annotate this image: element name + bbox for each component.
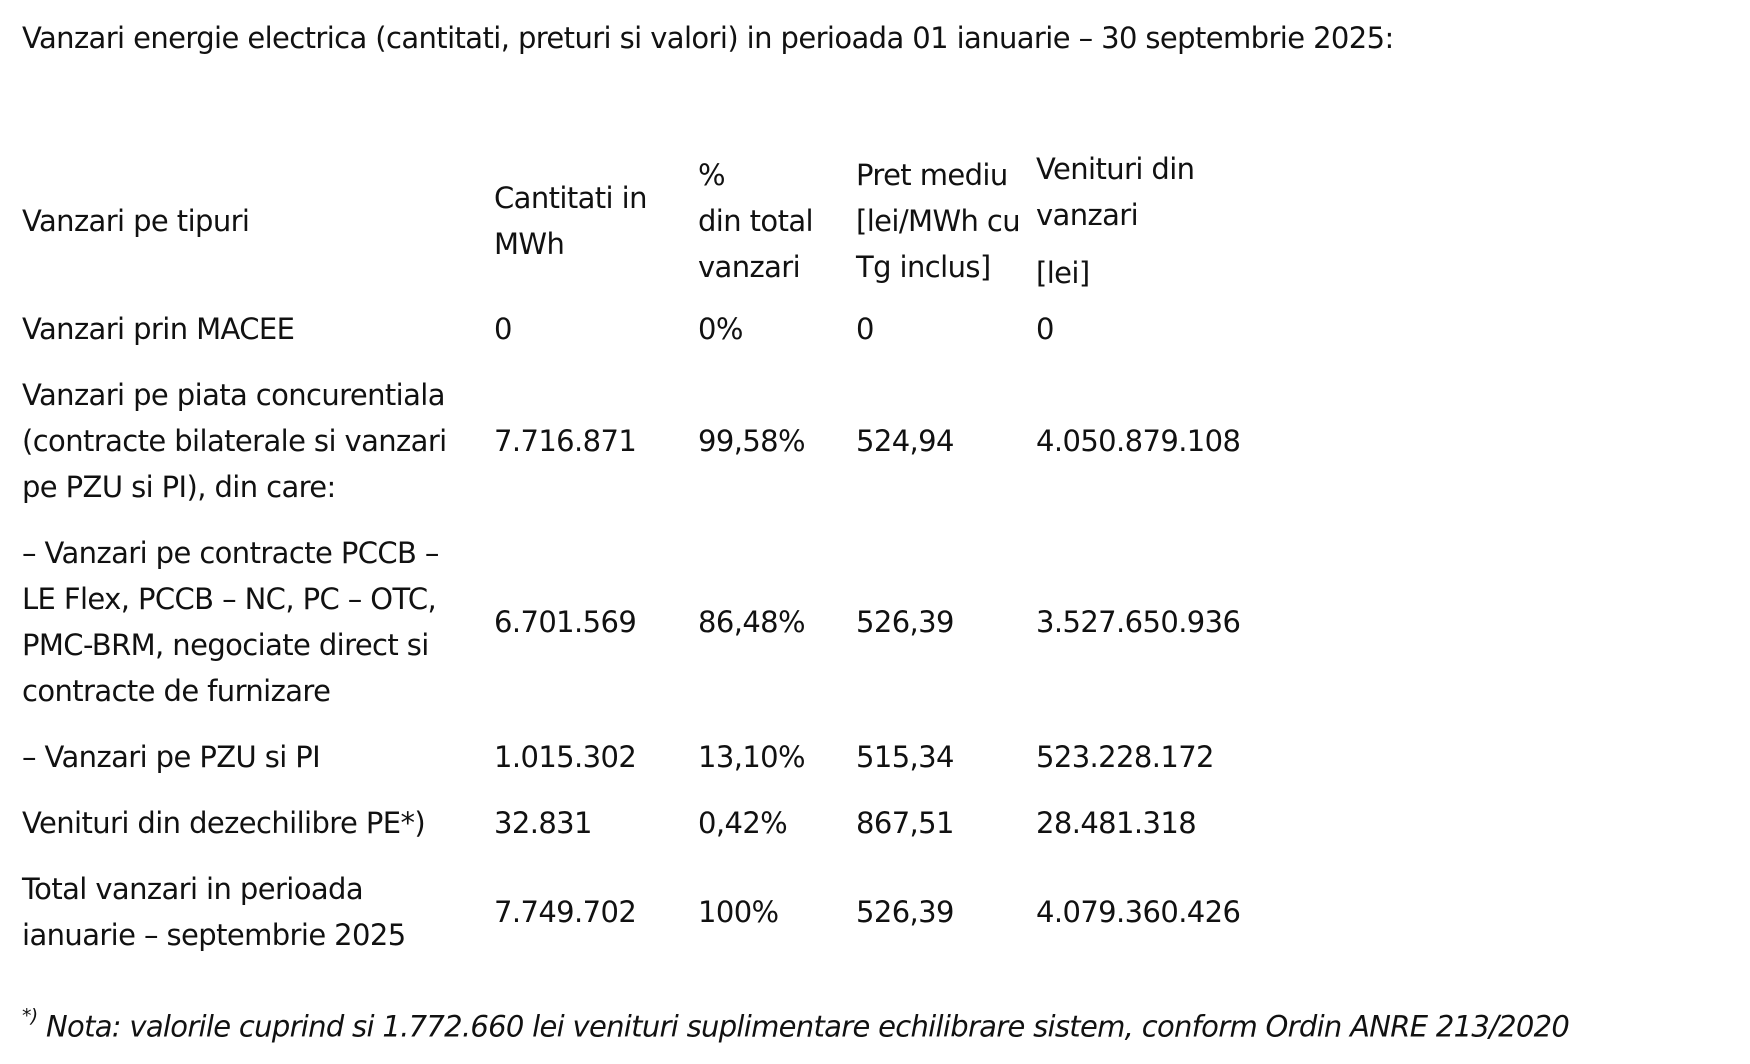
footnote-marker: *) bbox=[22, 1005, 38, 1027]
cell-type: – Vanzari pe contracte PCCB – LE Flex, P… bbox=[22, 520, 494, 724]
cell-type: Venituri din dezechilibre PE*) bbox=[22, 806, 426, 840]
cell-price: 526,39 bbox=[856, 895, 954, 929]
footnote: *) Nota: valorile cuprind si 1.772.660 l… bbox=[22, 998, 1570, 1049]
header-percent: % din total vanzari bbox=[698, 146, 856, 296]
header-price-label: Pret mediu [lei/MWh cu Tg inclus] bbox=[856, 158, 1021, 284]
header-revenue-line3: [lei] bbox=[1036, 256, 1090, 290]
header-revenue: Venituri din vanzari [lei] bbox=[1036, 146, 1336, 296]
cell-type-text: Total vanzari in perioada ianuarie – sep… bbox=[22, 872, 406, 952]
header-quantity: Cantitati in MWh bbox=[494, 146, 698, 296]
page-title: Vanzari energie electrica (cantitati, pr… bbox=[22, 21, 1394, 55]
footnote-text: Nota: valorile cuprind si 1.772.660 lei … bbox=[37, 1009, 1570, 1044]
table-row-macee: Vanzari prin MACEE 0 0% 0 0 bbox=[22, 296, 1336, 362]
header-revenue-line1: Venituri din bbox=[1036, 152, 1195, 186]
cell-type: Vanzari prin MACEE bbox=[22, 312, 295, 346]
header-revenue-line2: vanzari bbox=[1036, 198, 1139, 232]
cell-type: – Vanzari pe PZU si PI bbox=[22, 740, 321, 774]
table-row-pccb-contracts: – Vanzari pe contracte PCCB – LE Flex, P… bbox=[22, 520, 1336, 724]
cell-revenue: 4.079.360.426 bbox=[1036, 895, 1241, 929]
header-percent-line2: din total vanzari bbox=[698, 204, 814, 284]
table-row-pzu-pi: – Vanzari pe PZU si PI 1.015.302 13,10% … bbox=[22, 724, 1336, 790]
cell-percent: 99,58% bbox=[698, 424, 806, 458]
cell-price: 524,94 bbox=[856, 424, 954, 458]
cell-revenue: 4.050.879.108 bbox=[1036, 424, 1241, 458]
table-row-competitive-market: Vanzari pe piata concurentiala (contract… bbox=[22, 362, 1336, 520]
cell-price: 526,39 bbox=[856, 605, 954, 639]
cell-quantity: 7.749.702 bbox=[494, 895, 637, 929]
header-percent-line1: % bbox=[698, 158, 726, 192]
cell-revenue: 3.527.650.936 bbox=[1036, 605, 1241, 639]
cell-quantity: 6.701.569 bbox=[494, 605, 637, 639]
cell-type-text: Vanzari pe piata concurentiala (contract… bbox=[22, 378, 447, 504]
table-row-total: Total vanzari in perioada ianuarie – sep… bbox=[22, 856, 1336, 968]
cell-price: 515,34 bbox=[856, 740, 954, 774]
header-type: Vanzari pe tipuri bbox=[22, 204, 250, 238]
sales-table: Vanzari pe tipuri Cantitati in MWh % din… bbox=[22, 146, 1336, 968]
cell-type: Vanzari pe piata concurentiala (contract… bbox=[22, 362, 494, 520]
cell-percent: 0% bbox=[698, 312, 743, 346]
cell-price: 867,51 bbox=[856, 806, 954, 840]
table-row-imbalance-revenue: Venituri din dezechilibre PE*) 32.831 0,… bbox=[22, 790, 1336, 856]
cell-revenue: 28.481.318 bbox=[1036, 806, 1197, 840]
cell-quantity: 7.716.871 bbox=[494, 424, 637, 458]
header-quantity-label: Cantitati in MWh bbox=[494, 181, 647, 261]
cell-quantity: 32.831 bbox=[494, 806, 592, 840]
cell-percent: 100% bbox=[698, 895, 779, 929]
table-header-row: Vanzari pe tipuri Cantitati in MWh % din… bbox=[22, 146, 1336, 296]
cell-percent: 86,48% bbox=[698, 605, 806, 639]
cell-revenue: 0 bbox=[1036, 312, 1054, 346]
cell-type: Total vanzari in perioada ianuarie – sep… bbox=[22, 856, 494, 968]
cell-quantity: 1.015.302 bbox=[494, 740, 637, 774]
header-price: Pret mediu [lei/MWh cu Tg inclus] bbox=[856, 146, 1036, 296]
cell-price: 0 bbox=[856, 312, 874, 346]
cell-percent: 13,10% bbox=[698, 740, 806, 774]
cell-percent: 0,42% bbox=[698, 806, 788, 840]
cell-type-text: – Vanzari pe contracte PCCB – LE Flex, P… bbox=[22, 536, 439, 708]
cell-revenue: 523.228.172 bbox=[1036, 740, 1215, 774]
cell-quantity: 0 bbox=[494, 312, 512, 346]
